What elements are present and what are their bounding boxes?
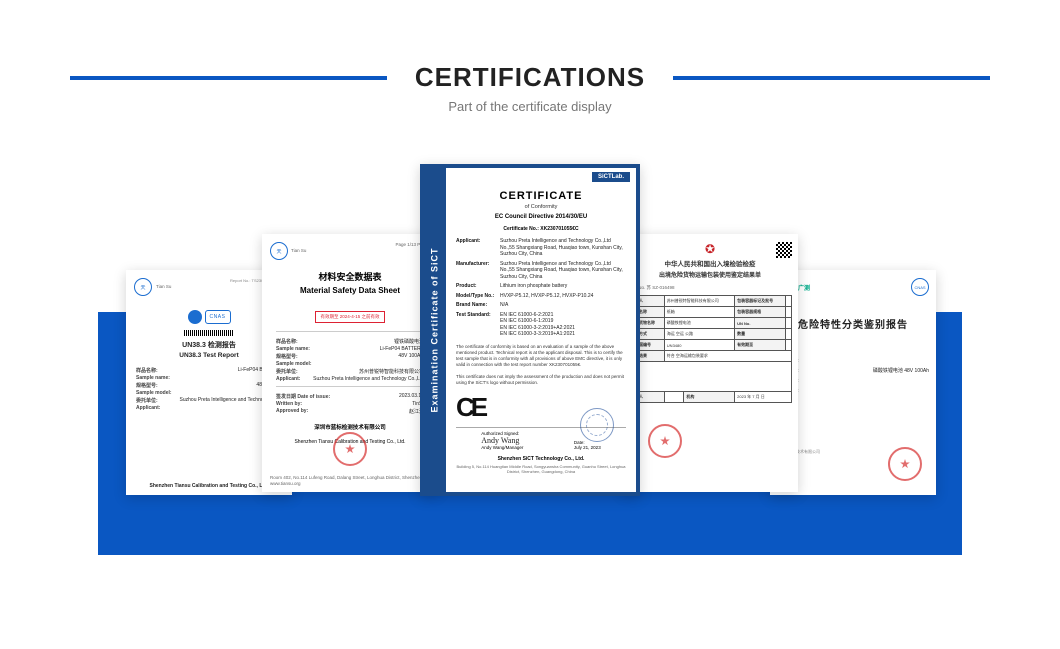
c2-title-cn: 材料安全数据表	[270, 270, 430, 283]
cnas-badge: CNAS	[205, 310, 231, 324]
cert-ce: Examination Certificate of SiCT SiCTLab.…	[420, 164, 640, 496]
c4-title2: 出境危险货物运输包装使用鉴定结果单	[628, 270, 792, 279]
c3-para1: The certificate of conformity is based o…	[456, 344, 626, 368]
field-row: Applicant:Suzhou Preta Intelligence and …	[276, 376, 424, 382]
certificates-stage: 天 Tian Su Report No.: TS23070135654C CNA…	[0, 164, 1060, 584]
sict-sidebar: Examination Certificate of SiCT	[424, 168, 446, 492]
field-row: Approved by:赵江涛	[276, 408, 424, 415]
field-row: Applicant:	[136, 405, 282, 411]
field-row: 报告编号:	[777, 357, 929, 364]
c3-directive: EC Council Directive 2014/30/EU	[456, 214, 626, 220]
red-seal-icon	[648, 424, 682, 458]
cnas-badge: CNAS	[911, 278, 929, 296]
field-row: 委托单位:	[777, 377, 929, 384]
c3-para2: This certificate does not imply the asse…	[456, 374, 626, 386]
c3-cert-no: Certificate No.: XK230701055€C	[456, 226, 626, 232]
tiansu-logo-icon: 天	[270, 242, 288, 260]
page-subtitle: Part of the certificate display	[0, 99, 1060, 114]
cert-inspection: ✪ 中华人民共和国出入境检验检疫 出境危险货物运输包装使用鉴定结果单 编号 No…	[622, 234, 798, 492]
c3-title: CERTIFICATE	[456, 190, 626, 202]
field-row: Test Standard:EN IEC 61000-6-2:2021 EN I…	[456, 312, 626, 338]
validity-stamp: 有效期至 2024-4-15 之前有效	[315, 311, 384, 323]
brand-text: Tian Su	[291, 248, 306, 254]
c3-subtitle: of Conformity	[456, 204, 626, 210]
field-row: Sample model:	[276, 361, 424, 367]
qr-icon	[776, 242, 792, 258]
field-row: Sample name:	[136, 375, 282, 381]
field-row: 委托单位:苏州普锐特智能科技有限公司	[276, 368, 424, 375]
divider-right	[673, 76, 990, 80]
field-row: Manufacturer:Suzhou Preta Intelligence a…	[456, 261, 626, 281]
field-row: 样品名称:Li-FeP04 BATTERY	[136, 367, 282, 374]
qr-block	[748, 242, 792, 260]
field-row: Applicant:Suzhou Preta Intelligence and …	[456, 238, 626, 258]
foot-site: www.tiansu.org	[270, 481, 430, 487]
tiansu-logo-icon: 天	[134, 278, 152, 296]
ilac-logo-icon	[188, 310, 202, 324]
sict-lab-badge: SiCTLab.	[592, 172, 630, 182]
org-cn: 深圳市蓝标检测技术有限公司	[270, 423, 430, 431]
barcode-icon	[184, 330, 234, 336]
red-seal-icon	[333, 432, 367, 466]
field-row: Written by:TinSr	[276, 401, 424, 407]
field-row: Product:Lithium iron phosphate battery	[456, 283, 626, 290]
field-row: 规格型号:48V 100AH	[136, 382, 282, 389]
field-row: Model/Type No.:HVXP-P5.12, HVXP-P5.12, H…	[456, 293, 626, 300]
field-row: Sample model:	[136, 390, 282, 396]
cert-msds: 天 Tian Su Page 1/13 Pages 材料安全数据表 Materi…	[262, 234, 438, 492]
field-row: Sample name:Li-FeP04 BATTERY	[276, 346, 424, 352]
field-row: 样品名称:磷酸铁锂电池 48V 100Ah	[777, 367, 929, 374]
field-row: 委托单位:Suzhou Preta Intelligence and Techn…	[136, 397, 282, 404]
sig-block: Authorized Signed: Andy Wang Andy Wang/M…	[481, 431, 523, 450]
field-row: 样品名称:锂铁磷酸电池	[276, 338, 424, 345]
field-row: 样品型号:	[777, 387, 929, 394]
brand-text: Tian Su	[156, 284, 171, 290]
page-title: CERTIFICATIONS	[387, 62, 673, 93]
blue-seal-icon	[580, 408, 614, 442]
field-row: 规格型号:48V 100AH	[276, 353, 424, 360]
section-header: CERTIFICATIONS	[70, 62, 990, 93]
c2-title-en: Material Safety Data Sheet	[270, 286, 430, 295]
red-seal-icon	[888, 447, 922, 481]
sict-sidebar-text: Examination Certificate of SiCT	[430, 247, 440, 412]
divider-left	[70, 76, 387, 80]
form-no: 编号 No. 苏 SZ-016498	[628, 285, 792, 291]
c5-title: 危险特性分类鉴别报告	[777, 316, 929, 331]
field-row: 签发日期 Date of issue:2023.03.16	[276, 393, 424, 400]
c3-org: Shenzhen SiCT Technology Co., Ltd.	[456, 456, 626, 462]
inspection-table: 申请人苏州普锐特智能科技有限公司包装容器标记及批号 包装名称纸箱包装容器规格 危…	[628, 295, 792, 403]
c3-addr: Building 5, No.114 Huangtian Middle Road…	[456, 464, 626, 474]
field-row: Brand Name:N/A	[456, 302, 626, 309]
